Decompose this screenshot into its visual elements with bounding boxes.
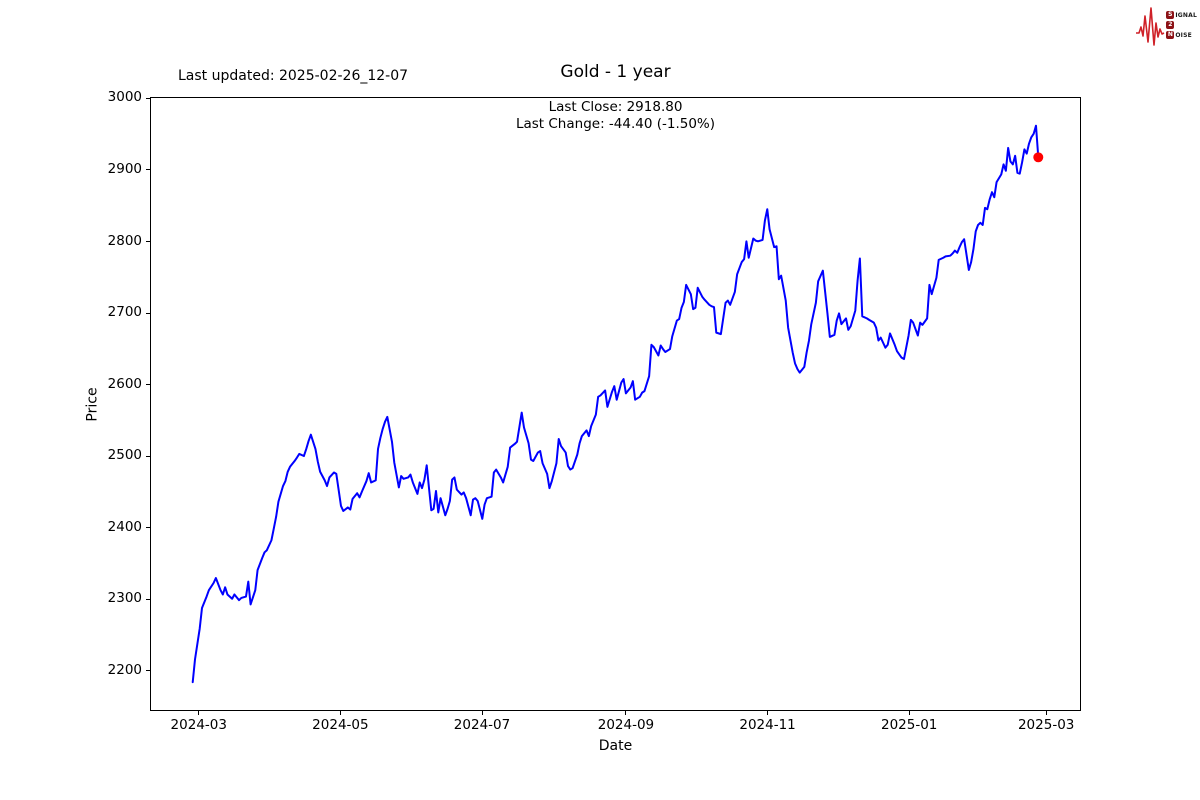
- logo-word-ignal: IGNAL: [1175, 11, 1197, 19]
- y-tick-mark: [146, 384, 150, 386]
- logo-badge-s: S: [1166, 11, 1175, 19]
- logo-badge-n: N: [1166, 31, 1175, 39]
- y-tick-mark: [146, 169, 150, 171]
- chart-title: Gold - 1 year: [560, 62, 671, 82]
- x-tick-label: 2024-07: [453, 717, 511, 733]
- x-tick-label: 2025-01: [880, 717, 938, 733]
- logo-text: S IGNAL 2 N OISE: [1166, 10, 1197, 40]
- y-tick-label: 2700: [107, 304, 142, 321]
- y-tick-label: 2900: [107, 160, 142, 177]
- last-close-annotation: Last Close: 2918.80: [548, 99, 683, 115]
- x-tick-mark: [625, 711, 627, 715]
- price-line-chart: [191, 124, 1044, 684]
- x-tick-mark: [1045, 711, 1047, 715]
- x-tick-mark: [767, 711, 769, 715]
- y-tick-mark: [146, 598, 150, 600]
- logo-row-noise: N OISE: [1166, 30, 1197, 40]
- y-tick-label: 2300: [107, 590, 142, 607]
- x-tick-mark: [339, 711, 341, 715]
- y-tick-mark: [146, 527, 150, 529]
- last-updated-text: Last updated: 2025-02-26_12-07: [178, 68, 409, 84]
- y-tick-mark: [146, 97, 150, 99]
- y-tick-label: 3000: [107, 89, 142, 106]
- y-tick-label: 2500: [107, 447, 142, 464]
- last-price-dot: [1033, 152, 1044, 163]
- x-tick-mark: [481, 711, 483, 715]
- x-tick-label: 2024-11: [739, 717, 796, 733]
- x-tick-label: 2024-03: [170, 717, 227, 733]
- waveform-icon: [1136, 7, 1165, 46]
- logo-row-signal: S IGNAL: [1166, 10, 1197, 20]
- y-tick-label: 2400: [107, 518, 142, 535]
- price-line: [191, 124, 1040, 684]
- y-tick-mark: [146, 455, 150, 457]
- y-tick-mark: [146, 312, 150, 314]
- x-tick-label: 2025-03: [1017, 717, 1075, 733]
- y-tick-mark: [146, 241, 150, 243]
- x-tick-mark: [198, 711, 200, 715]
- x-tick-label: 2024-05: [312, 717, 369, 733]
- logo-badge-2: 2: [1166, 21, 1175, 29]
- x-tick-mark: [908, 711, 910, 715]
- x-axis-label: Date: [598, 738, 633, 754]
- signal2noise-logo: S IGNAL 2 N OISE: [1135, 4, 1197, 46]
- last-change-annotation: Last Change: -44.40 (-1.50%): [515, 116, 716, 132]
- y-tick-label: 2600: [107, 375, 142, 392]
- logo-row-2: 2: [1166, 20, 1197, 30]
- x-tick-label: 2024-09: [597, 717, 655, 733]
- plot-area: [150, 97, 1081, 711]
- y-tick-label: 2200: [107, 661, 142, 678]
- logo-word-oise: OISE: [1175, 31, 1192, 39]
- y-tick-mark: [146, 670, 150, 672]
- y-tick-label: 2800: [107, 232, 142, 249]
